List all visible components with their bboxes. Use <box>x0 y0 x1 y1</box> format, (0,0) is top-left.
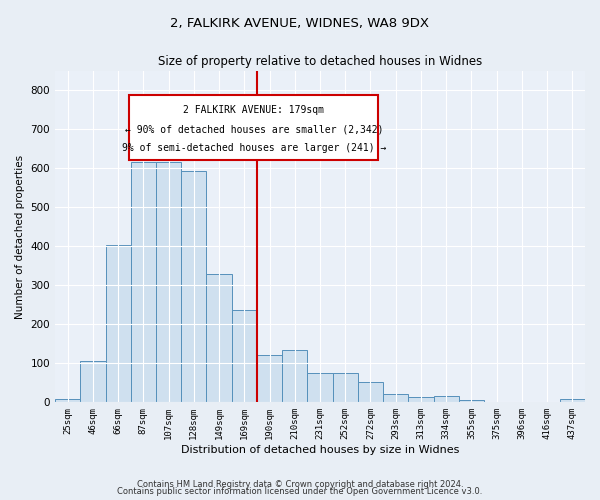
Text: 9% of semi-detached houses are larger (241) →: 9% of semi-detached houses are larger (2… <box>122 144 386 154</box>
Bar <box>80 361 106 403</box>
Text: Contains HM Land Registry data © Crown copyright and database right 2024.: Contains HM Land Registry data © Crown c… <box>137 480 463 489</box>
Bar <box>358 382 383 402</box>
Bar <box>560 399 585 402</box>
Y-axis label: Number of detached properties: Number of detached properties <box>15 154 25 318</box>
Bar <box>156 162 181 402</box>
Bar <box>106 245 131 402</box>
Bar <box>206 274 232 402</box>
Bar <box>383 394 409 402</box>
Title: Size of property relative to detached houses in Widnes: Size of property relative to detached ho… <box>158 55 482 68</box>
Bar <box>232 310 257 402</box>
Bar <box>282 350 307 403</box>
X-axis label: Distribution of detached houses by size in Widnes: Distribution of detached houses by size … <box>181 445 459 455</box>
Bar <box>409 397 434 402</box>
Bar <box>131 162 156 402</box>
Bar <box>459 400 484 402</box>
Bar <box>181 172 206 402</box>
Bar <box>55 399 80 402</box>
Text: 2 FALKIRK AVENUE: 179sqm: 2 FALKIRK AVENUE: 179sqm <box>183 104 324 115</box>
Bar <box>257 356 282 403</box>
Bar <box>332 373 358 402</box>
Text: 2, FALKIRK AVENUE, WIDNES, WA8 9DX: 2, FALKIRK AVENUE, WIDNES, WA8 9DX <box>170 18 430 30</box>
Text: ← 90% of detached houses are smaller (2,342): ← 90% of detached houses are smaller (2,… <box>125 124 383 134</box>
Bar <box>434 396 459 402</box>
Text: Contains public sector information licensed under the Open Government Licence v3: Contains public sector information licen… <box>118 488 482 496</box>
FancyBboxPatch shape <box>129 96 379 160</box>
Bar <box>307 373 332 402</box>
